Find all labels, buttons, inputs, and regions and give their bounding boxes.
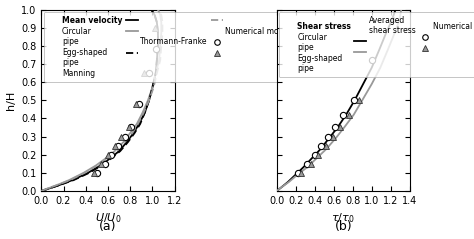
X-axis label: $\tau/\tau_0$: $\tau/\tau_0$ (331, 212, 355, 225)
Legend: Shear stress, Circular
pipe, Egg-shaped
pipe, Averaged
shear stress, , , Numeric: Shear stress, Circular pipe, Egg-shaped … (279, 12, 474, 77)
Y-axis label: h/H: h/H (6, 91, 16, 110)
X-axis label: $U/U_0$: $U/U_0$ (95, 212, 121, 225)
Text: (a): (a) (99, 220, 117, 233)
Text: (b): (b) (334, 220, 352, 233)
Legend: Mean velocity, Circular
pipe, Egg-shaped
pipe, Manning, , , Thormann-Franke, , ,: Mean velocity, Circular pipe, Egg-shaped… (44, 12, 294, 82)
